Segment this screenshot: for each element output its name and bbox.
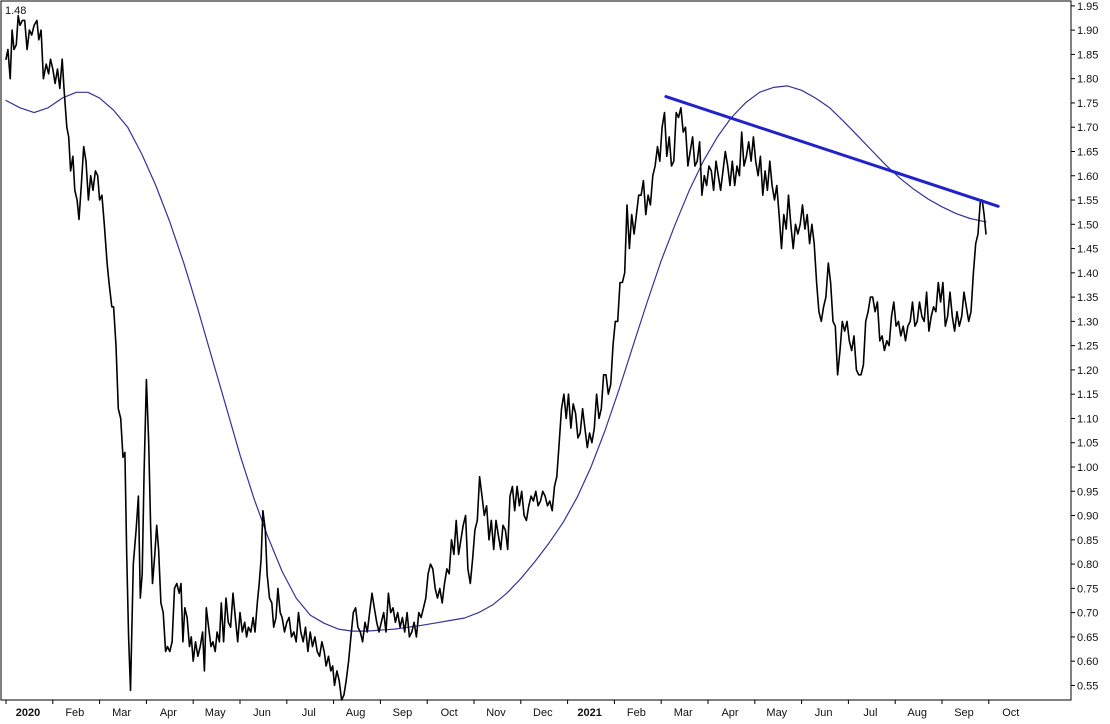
y-tick-label: 0.65	[1077, 632, 1098, 644]
y-tick-label: 1.75	[1077, 98, 1098, 110]
y-tick-label: 0.85	[1077, 535, 1098, 547]
y-tick-label: 1.55	[1077, 195, 1098, 207]
x-tick-label: 2021	[577, 707, 601, 719]
y-tick-label: 1.95	[1077, 1, 1098, 13]
x-tick-label: Sep	[954, 707, 974, 719]
y-tick-label: 0.80	[1077, 559, 1098, 571]
y-tick-label: 1.60	[1077, 171, 1098, 183]
y-tick-label: 1.45	[1077, 244, 1098, 256]
x-tick-label: Aug	[907, 707, 927, 719]
series-line-moving-average	[5, 85, 987, 632]
x-tick-label: May	[766, 707, 787, 719]
y-tick-label: 1.20	[1077, 365, 1098, 377]
y-tick-label: 1.00	[1077, 462, 1098, 474]
series-line-price	[5, 14, 987, 701]
x-tick-label: 2020	[16, 707, 40, 719]
x-tick-label: Dec	[533, 707, 553, 719]
y-tick-label: 1.50	[1077, 219, 1098, 231]
x-tick-label: Jul	[863, 707, 877, 719]
y-tick-label: 1.70	[1077, 122, 1098, 134]
y-tick-label: 0.90	[1077, 511, 1098, 523]
y-axis-ticks: 1.95 1.90 1.85 1.80 1.75 1.70 1.65 1.60 1.55 1.50…	[1071, 1, 1098, 692]
y-tick-label: 0.75	[1077, 583, 1098, 595]
moving-average-layer	[5, 85, 987, 632]
y-tick-label: 0.55	[1077, 680, 1098, 692]
price-layer	[5, 14, 987, 701]
y-tick-label: 1.05	[1077, 438, 1098, 450]
y-tick-label: 1.85	[1077, 49, 1098, 61]
y-tick-label: 1.65	[1077, 146, 1098, 158]
x-tick-label: Mar	[112, 707, 131, 719]
y-tick-label: 1.30	[1077, 316, 1098, 328]
series-line-trendline	[664, 95, 1000, 208]
x-tick-label: Aug	[346, 707, 366, 719]
x-tick-label: Oct	[1002, 707, 1019, 719]
x-tick-label: Mar	[674, 707, 693, 719]
x-tick-label: Feb	[627, 707, 646, 719]
y-tick-label: 0.60	[1077, 656, 1098, 668]
trendline-layer	[664, 95, 1000, 208]
y-tick-label: 0.95	[1077, 486, 1098, 498]
x-tick-label: Feb	[65, 707, 84, 719]
y-tick-label: 1.80	[1077, 74, 1098, 86]
y-tick-label: 1.10	[1077, 413, 1098, 425]
x-tick-label: Nov	[486, 707, 506, 719]
y-tick-label: 1.40	[1077, 268, 1098, 280]
x-tick-label: Apr	[160, 707, 177, 719]
y-tick-label: 1.15	[1077, 389, 1098, 401]
plot-frame	[0, 0, 1072, 701]
x-tick-label: Apr	[721, 707, 738, 719]
x-tick-label: Jun	[815, 707, 833, 719]
y-tick-label: 0.70	[1077, 608, 1098, 620]
x-tick-label: Oct	[441, 707, 458, 719]
y-tick-label: 1.25	[1077, 341, 1098, 353]
last-value-label: 1.48	[5, 5, 26, 17]
y-tick-label: 1.90	[1077, 25, 1098, 37]
x-tick-label: Jul	[302, 707, 316, 719]
x-axis-ticks: 2020 Feb Mar Apr May Jun Jul Aug Sep Oct Nov Dec 202…	[5, 700, 1019, 719]
x-tick-label: Jun	[253, 707, 271, 719]
y-tick-label: 1.35	[1077, 292, 1098, 304]
x-tick-label: Sep	[393, 707, 413, 719]
x-tick-label: May	[205, 707, 226, 719]
